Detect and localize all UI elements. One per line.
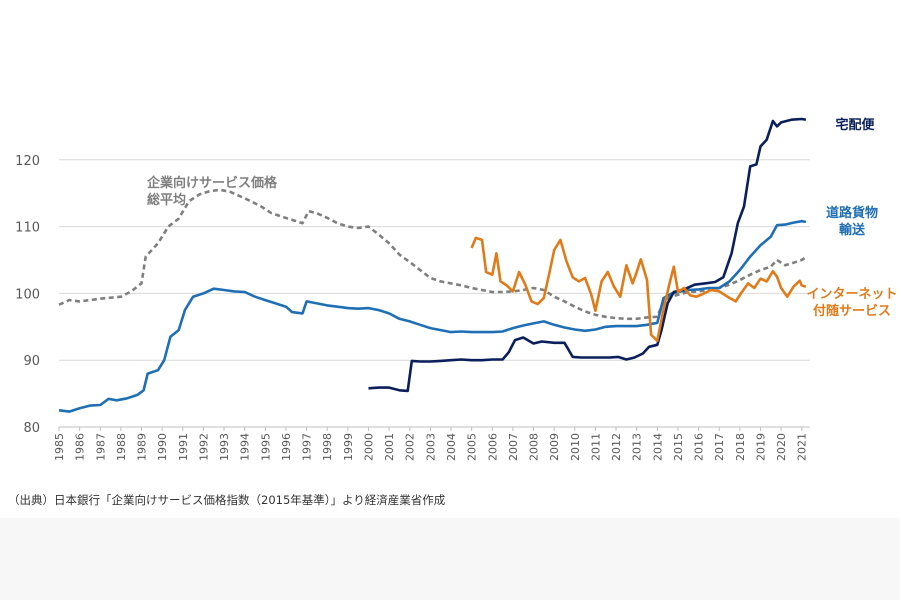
series-label-1: 輸送: [839, 222, 866, 238]
x-tick-label: 2005: [466, 433, 479, 461]
x-tick-label: 1986: [74, 433, 87, 461]
x-tick-label: 2015: [672, 433, 685, 461]
series-line-0: [58, 188, 807, 321]
x-tick-label: 1991: [177, 433, 190, 461]
x-tick-label: 2019: [754, 433, 767, 461]
x-tick-label: 2016: [693, 433, 706, 461]
x-tick-label: 2020: [775, 433, 788, 461]
series-label-2: 宅配便: [835, 117, 875, 133]
x-tick-label: 1990: [156, 433, 169, 461]
y-tick-label: 80: [23, 421, 40, 436]
y-tick-label: 120: [15, 154, 40, 169]
x-tick-label: 2017: [713, 433, 726, 461]
x-tick-label: 1997: [301, 433, 314, 461]
series-label-0: 総平均: [147, 192, 186, 208]
x-tick-label: 1992: [197, 433, 210, 461]
series-line-1: [58, 219, 807, 413]
series-line-2: [368, 117, 807, 393]
x-tick-label: 2006: [486, 433, 499, 461]
x-tick-label: 2000: [362, 433, 375, 461]
source-note: （出典）日本銀行「企業向けサービス価格指数（2015年基準）」より経済産業省作成: [8, 493, 446, 507]
x-tick-label: 1998: [321, 433, 334, 461]
y-tick-label: 100: [15, 287, 40, 302]
series-lines: [58, 117, 807, 413]
series-label-1: 道路貨物: [826, 205, 878, 221]
y-tick-label: 110: [15, 221, 40, 236]
x-tick-label: 1985: [53, 433, 66, 461]
x-tick-label: 1995: [259, 433, 272, 461]
x-tick-label: 2021: [796, 433, 809, 461]
series-label-0: 企業向けサービス価格: [146, 175, 278, 191]
x-tick-label: 2009: [548, 433, 561, 461]
series-line-3: [470, 236, 807, 343]
x-tick-label: 1988: [115, 433, 128, 461]
x-tick-label: 2018: [734, 433, 747, 461]
bottom-band: [0, 518, 900, 600]
x-axis-ticks: 1985 1986 1987 1988 1989 1990 1991 1992 1993 1994…: [53, 427, 809, 461]
x-tick-label: 1987: [94, 433, 107, 461]
x-tick-label: 2010: [569, 433, 582, 461]
x-tick-label: 1996: [280, 433, 293, 461]
x-tick-label: 2004: [445, 433, 458, 461]
x-tick-label: 1993: [218, 433, 231, 461]
x-tick-label: 2013: [631, 433, 644, 461]
y-tick-label: 90: [23, 354, 40, 369]
x-tick-label: 2001: [383, 433, 396, 461]
x-tick-label: 2012: [610, 433, 623, 461]
x-tick-label: 1999: [342, 433, 355, 461]
x-tick-label: 2008: [528, 433, 541, 461]
x-tick-label: 1994: [239, 433, 252, 461]
series-label-3: 付随サービス: [813, 303, 891, 319]
y-axis-ticks: 80 90 100 110 120: [15, 154, 40, 436]
x-tick-label: 2007: [507, 433, 520, 461]
x-tick-label: 2014: [651, 433, 664, 461]
x-tick-label: 2002: [404, 433, 417, 461]
x-tick-label: 2011: [589, 433, 602, 461]
x-tick-label: 2003: [424, 433, 437, 461]
x-tick-label: 1989: [136, 433, 149, 461]
series-label-3: インターネット: [806, 287, 897, 302]
